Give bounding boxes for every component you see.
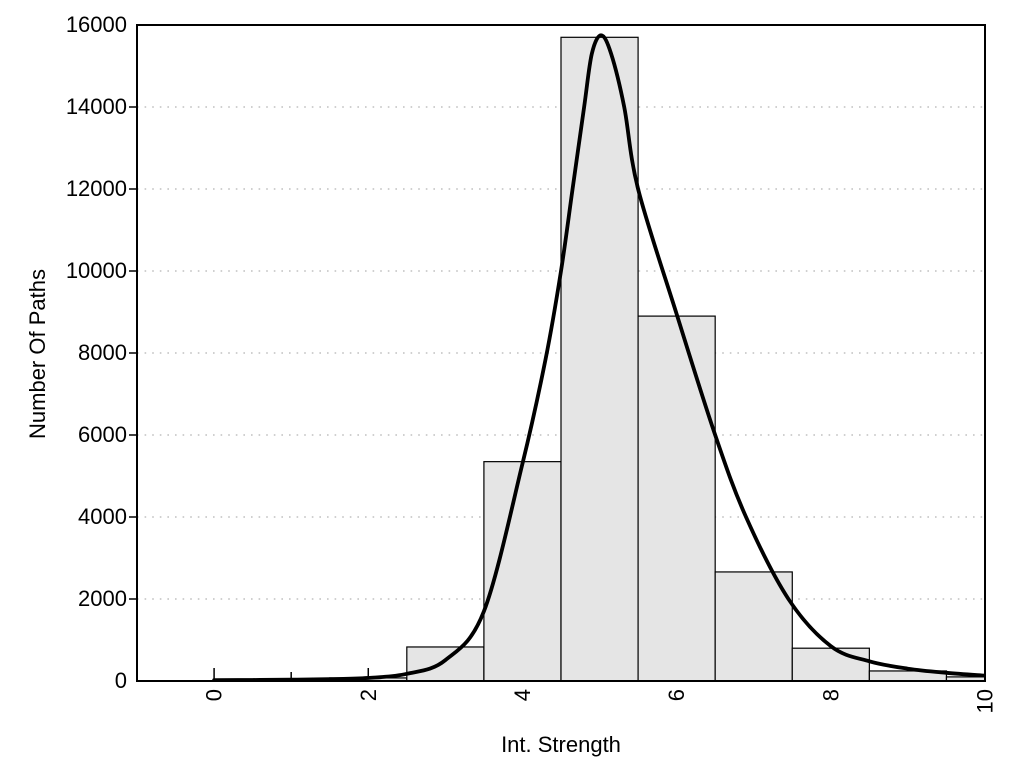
histogram-bar	[868, 670, 948, 681]
x-axis-title: Int. Strength	[501, 732, 621, 757]
y-tick-label: 6000	[78, 422, 127, 447]
histogram-bar	[791, 647, 870, 681]
fit-curve	[212, 33, 985, 681]
y-tick-label: 16000	[65, 12, 127, 37]
plot-frame	[136, 24, 986, 682]
y-tick-label: 12000	[65, 176, 127, 201]
histogram-bar	[637, 315, 716, 681]
histogram-bar	[560, 36, 639, 681]
x-tick-label: 0	[202, 689, 227, 701]
x-tick-label: 6	[664, 689, 689, 701]
y-tick-label: 14000	[65, 94, 127, 119]
histogram-bar	[406, 646, 485, 681]
y-tick-label: 8000	[78, 340, 127, 365]
x-tick-label: 8	[818, 689, 843, 701]
x-tick-label: 10	[973, 689, 998, 713]
y-tick-label: 0	[114, 668, 127, 693]
y-tick-label: 2000	[78, 586, 127, 611]
y-tick-label: 10000	[65, 258, 127, 283]
histogram-bar	[714, 571, 793, 681]
x-tick-label: 4	[510, 689, 535, 701]
x-tick-label: 2	[356, 689, 381, 701]
y-tick-label: 4000	[78, 504, 127, 529]
